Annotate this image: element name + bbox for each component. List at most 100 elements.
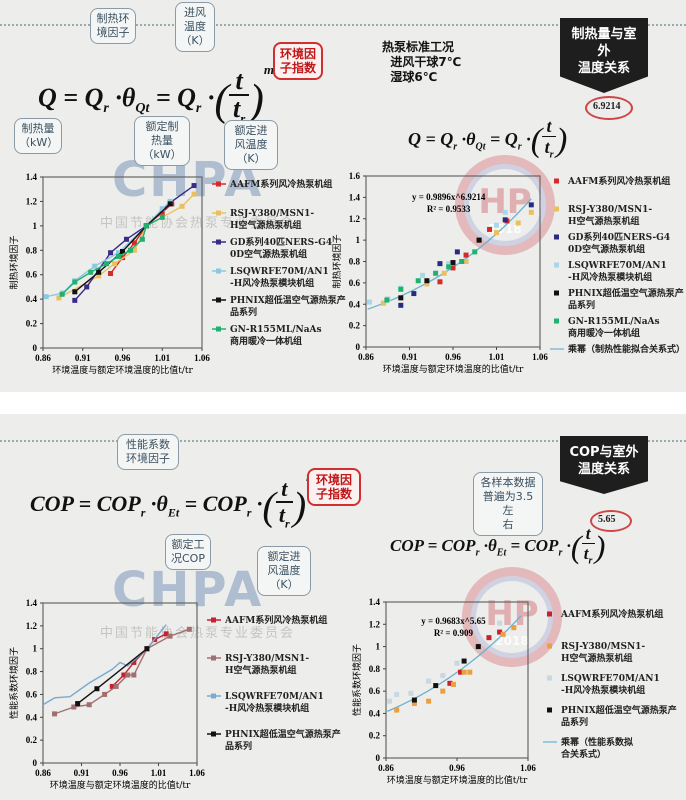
standard-condition-note: 热泵标准工况 进风干球7℃ 湿球6℃ [382,40,462,84]
legend-marker [216,268,221,274]
callout-cop-factor: 性能系数 环境因子 [117,434,179,470]
data-point [420,272,426,278]
data-point [131,672,137,678]
legend-label: AAFM系列风冷热泵机组 [560,608,663,620]
x-tick-label: 0.86 [358,352,374,362]
data-point [500,631,506,637]
x-tick-label: 1.06 [520,763,536,773]
data-point [476,237,482,243]
legend-label: AAFM系列风冷热泵机组 [567,175,670,187]
y-tick-label: 0.2 [369,731,381,741]
y-tick-label: 0.4 [349,299,361,309]
legend-label: GD系列40匹NERS-G4 0D空气源热泵机组 [230,236,332,260]
data-point [511,625,517,631]
y-tick-label: 1.6 [349,171,361,181]
data-point [447,680,453,686]
data-point [411,291,417,297]
y-axis-label: 制热环境因子 [331,234,343,288]
data-point [72,297,78,303]
data-point [102,691,108,697]
legend-label: LSQWRFE70M/AN1 -H风冷热泵模块机组 [225,692,324,714]
legend-marker [216,210,221,216]
x-tick-label: 0.86 [378,763,394,773]
data-point [127,247,133,253]
data-point [454,249,460,255]
legend-marker [216,297,221,303]
data-point [191,183,197,189]
data-point [415,278,421,284]
legend-marker [554,262,559,268]
y-tick-label: 1.4 [349,192,361,202]
y-tick-label: 0.4 [26,712,38,722]
y-tick-label: 1.4 [26,598,38,608]
legend-label: LSQWRFE70M/AN1 -H风冷热泵模块机组 [230,267,329,289]
data-point [72,289,78,295]
data-point [446,264,452,270]
y-tick-label: 1 [33,644,38,654]
callout-rated-inlet-temp: 额定进 风温度 （K） [224,120,278,170]
data-point [131,247,137,253]
data-point [86,702,92,708]
data-point [104,261,110,267]
y-tick-label: 0.6 [349,278,361,288]
data-point [121,672,127,678]
legend-label: AAFM系列风冷热泵机组 [224,614,327,626]
y-tick-label: 0.8 [369,664,381,674]
data-point [459,259,465,264]
data-point [75,701,81,707]
data-point [88,269,94,275]
y-axis-label: 性能系数环境因子 [351,644,363,716]
legend-label: RSJ-Y380/MSN1-H空气源热泵机组 [561,642,645,664]
data-point [426,678,432,684]
x-tick-label: 1.06 [194,353,210,363]
callout-rated-cop: 额定工 况COP [165,534,211,570]
legend-marker [547,675,552,681]
data-point [424,278,430,284]
divider [0,440,686,442]
data-point [486,635,492,641]
data-point [497,620,503,626]
y-tick-label: 1 [356,235,361,245]
data-point [515,220,521,226]
hp-seal-watermark: HP 2018 [462,567,562,667]
data-point [408,690,414,696]
data-point [446,261,452,267]
legend-marker [547,611,552,617]
x-tick-label: 0.86 [35,768,51,778]
data-point [84,284,90,290]
callout-rated-capacity: 额定制 热量 （kW） [134,116,190,166]
x-tick-label: 1.01 [151,768,167,778]
y-tick-label: 0.6 [26,270,38,280]
y-axis-label: 性能系数环境因子 [8,647,20,719]
y-tick-label: 0 [376,753,381,763]
divider [0,24,686,26]
data-point [437,261,443,267]
data-point [475,644,481,650]
x-tick-label: 0.91 [75,353,91,363]
legend-marker [554,206,559,212]
legend-label: 乘幂（性能系数拟合关系式） [560,736,633,760]
data-point [458,669,464,675]
data-point [59,291,65,297]
data-point [108,250,114,256]
x-axis-label: 环境温度与额定环境温度的比值t/tr [387,774,528,786]
data-point [72,279,78,285]
x-tick-label: 1.01 [489,352,505,362]
y-tick-label: 0.4 [369,708,381,718]
data-point [123,236,129,242]
legend-label: GD系列40匹NERS-G4 0D空气源热泵机组 [568,231,670,255]
y-tick-label: 1 [376,642,381,652]
chpa-logo-watermark: CHPA [112,562,264,618]
formula-cop: COP = COPr ·θEt = COPr ·( t tr)m [30,470,316,531]
legend-marker [211,655,216,661]
legend-marker [547,643,552,649]
legend-marker [547,707,552,713]
legend-label: RSJ-Y380/MSN1-H空气源热泵机组 [568,205,652,227]
fit-r-squared: R² = 0.9533 [427,204,471,214]
fit-equation: y = 0.9683x^5.65 [421,616,486,626]
y-tick-label: 1.4 [369,597,381,607]
y-tick-label: 0 [356,342,361,352]
data-point [167,633,173,639]
data-point [131,240,137,246]
data-point [387,698,393,704]
